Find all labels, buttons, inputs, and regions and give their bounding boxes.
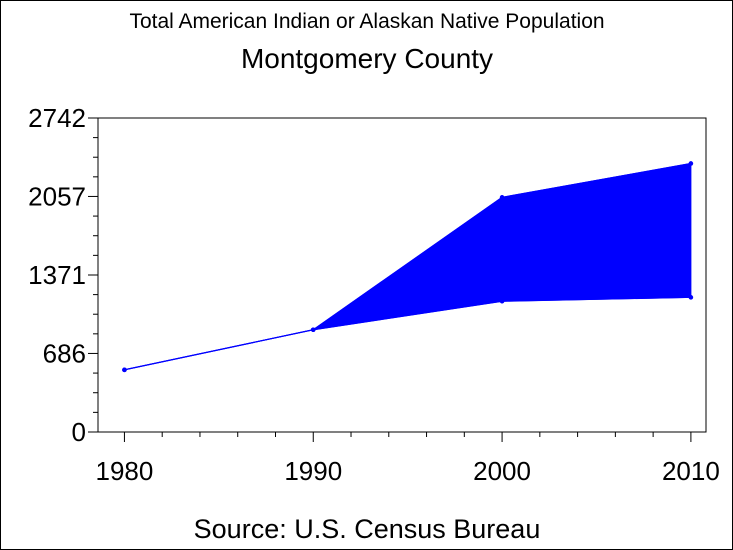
y-axis: 0 686 1371 2057 2742 <box>28 103 98 447</box>
x-tick-label: 1990 <box>284 456 342 486</box>
x-axis: 1980 1990 2000 2010 <box>96 432 720 486</box>
data-point <box>688 161 694 166</box>
x-tick-label: 2000 <box>473 456 531 486</box>
series-band-fill <box>124 162 692 371</box>
x-tick-label: 2010 <box>662 456 720 486</box>
chart-title: Total American Indian or Alaskan Native … <box>129 10 604 33</box>
source-note: Source: U.S. Census Bureau <box>194 514 541 544</box>
series-line-2 <box>124 162 692 371</box>
data-point <box>122 367 127 373</box>
data-point <box>499 195 505 200</box>
data-point <box>310 327 316 333</box>
y-tick-label: 0 <box>72 417 86 447</box>
chart-subtitle: Montgomery County <box>241 43 493 74</box>
y-tick-label: 1371 <box>28 260 86 290</box>
data-point <box>499 298 505 304</box>
y-tick-label: 2742 <box>28 103 86 133</box>
y-tick-label: 686 <box>43 338 86 368</box>
x-tick-label: 1980 <box>96 456 154 486</box>
series-layer <box>122 161 694 373</box>
y-tick-label: 2057 <box>28 181 86 211</box>
data-point <box>688 295 694 300</box>
